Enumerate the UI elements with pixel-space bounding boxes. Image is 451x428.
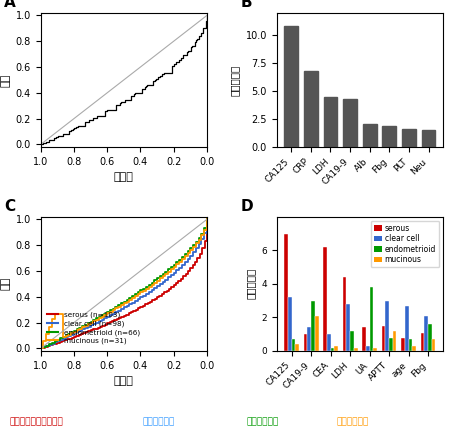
Bar — [388, 338, 392, 351]
Text: B: B — [239, 0, 251, 10]
Bar — [284, 234, 287, 351]
Bar — [381, 326, 385, 351]
Bar — [345, 304, 350, 351]
Y-axis label: 感度: 感度 — [0, 277, 10, 291]
Bar — [303, 334, 307, 351]
Bar — [420, 333, 423, 351]
Bar — [382, 126, 395, 147]
Y-axis label: 感度: 感度 — [0, 73, 10, 86]
Bar — [421, 130, 434, 147]
Bar — [400, 338, 404, 351]
Bar — [342, 277, 345, 351]
Bar — [350, 331, 353, 351]
Bar — [392, 331, 396, 351]
Bar — [385, 300, 388, 351]
Bar — [411, 346, 415, 351]
Bar — [369, 287, 373, 351]
Text: 明細胞腕がん: 明細胞腕がん — [142, 417, 174, 426]
Bar — [361, 327, 365, 351]
Bar — [307, 327, 310, 351]
Bar — [362, 124, 376, 147]
Bar — [284, 26, 297, 147]
Bar — [322, 247, 326, 351]
Text: D: D — [239, 199, 252, 214]
Bar — [423, 316, 427, 351]
Bar — [295, 344, 299, 351]
Bar — [431, 339, 434, 351]
Text: 粘液性腕がん: 粘液性腕がん — [336, 417, 368, 426]
Y-axis label: 変数重要度: 変数重要度 — [230, 64, 239, 95]
Bar — [330, 348, 334, 351]
Bar — [342, 99, 356, 147]
Y-axis label: 変数重要度: 変数重要度 — [245, 268, 255, 300]
Bar — [334, 346, 337, 351]
Legend: serous, clear cell, endometrioid, mucinous: serous, clear cell, endometrioid, mucino… — [370, 220, 438, 268]
Bar — [427, 324, 431, 351]
Bar — [401, 128, 415, 147]
Text: 高異型度漿液性腕がん: 高異型度漿液性腕がん — [9, 417, 63, 426]
Bar — [310, 300, 314, 351]
Bar — [408, 339, 411, 351]
Bar — [303, 71, 317, 147]
X-axis label: 特異度: 特異度 — [114, 172, 133, 182]
Bar — [353, 348, 357, 351]
Text: C: C — [4, 199, 15, 214]
Bar — [373, 348, 376, 351]
Bar — [287, 297, 291, 351]
Bar — [365, 346, 369, 351]
Bar — [404, 306, 408, 351]
Bar — [323, 97, 336, 147]
Bar — [291, 339, 295, 351]
X-axis label: 特異度: 特異度 — [114, 376, 133, 386]
Text: A: A — [4, 0, 16, 10]
Legend: serous (n=103), clear cell (n=98), endometrioid (n=66), mucinous (n=31): serous (n=103), clear cell (n=98), endom… — [44, 309, 143, 348]
Text: 類内膜腕がん: 類内膜腕がん — [245, 417, 278, 426]
Bar — [314, 316, 318, 351]
Bar — [326, 334, 330, 351]
